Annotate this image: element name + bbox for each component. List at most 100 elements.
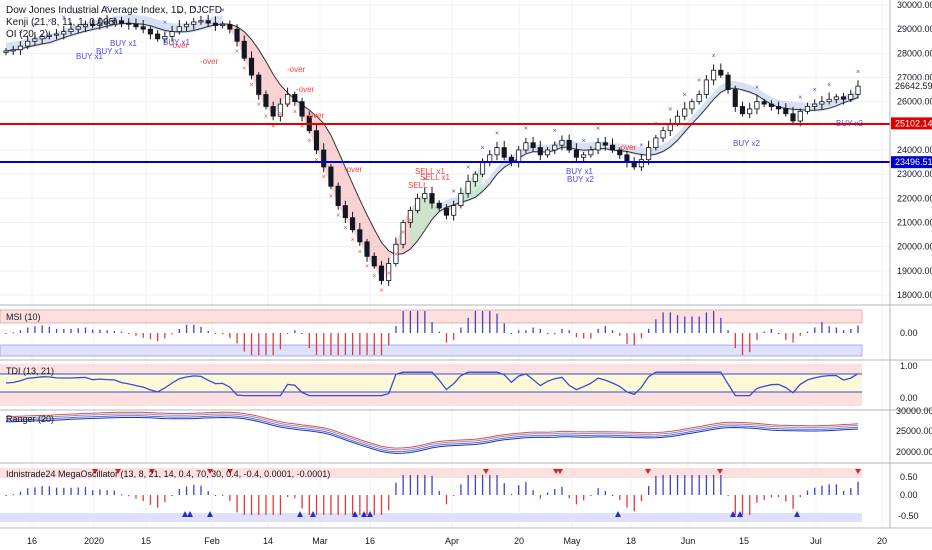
msi-bar-83 [604, 326, 606, 333]
candle-body-116 [840, 96, 847, 100]
msi-bar-36 [265, 333, 267, 355]
mega-bar-76 [554, 488, 556, 495]
mega-bar-89 [648, 486, 650, 495]
candle-body-16 [118, 20, 125, 24]
candle-body-13 [97, 22, 103, 26]
time-tick-10: 18 [626, 536, 636, 546]
mega-bar-68 [496, 475, 498, 495]
candle-body-4 [32, 38, 38, 42]
msi-bar-3 [27, 327, 29, 333]
candle-body-48 [350, 217, 356, 231]
msi-bar-115 [835, 327, 838, 333]
msi-bar-102 [741, 333, 744, 355]
time-tick-11: Jun [681, 536, 696, 546]
msi-bar-53 [388, 333, 390, 346]
time-tick-14: 20 [877, 536, 887, 546]
sell-x-39: × [286, 102, 290, 109]
mega-bar-64 [467, 475, 469, 495]
candle-body-25 [183, 23, 190, 28]
msi-bar-4 [34, 326, 36, 333]
mega-bar-28 [207, 491, 209, 495]
msi-bar-13 [99, 329, 101, 333]
candle-body-35 [256, 74, 262, 95]
msi-bar-100 [727, 330, 729, 333]
tdi-pane[interactable]: TDI (13, 21) [0, 364, 862, 406]
buy-x-82: × [596, 126, 600, 133]
time-axis[interactable]: 16 2020 15 Feb 14 Mar 16 Apr 20 May 18 Jun 15 Jul 20 [27, 536, 887, 546]
msi-bar-62 [453, 333, 455, 340]
mega-bar-79 [575, 495, 578, 505]
candle-body-73 [530, 142, 536, 148]
msi-bar-110 [799, 333, 801, 336]
candle-body-46 [335, 185, 341, 206]
candle-body-65 [472, 173, 478, 182]
mega-bar-53 [388, 495, 390, 511]
mega-buy-triangle-1 [187, 511, 193, 517]
candle-body-64 [465, 181, 471, 194]
buy-x-10: × [76, 10, 80, 17]
signal-markers: × × × × × × × × × × × × × × × × × × × × × × × × × × × × × × × × × × × × × × × ×… [18, 5, 863, 295]
price-axis[interactable]: 30000.00 29000.00 28000.00 27000.0026642.59… [891, 0, 932, 300]
main-price-pane[interactable]: × × × × × × × × × × × × × × × × × × × × × × × × × × × × × × × × × × × × × × × ×… [0, 0, 890, 528]
sell-label-2: SELL [408, 181, 428, 190]
mega-oscillator-pane[interactable]: Idnistrade24 MegaOscillator (13, 8, 21, … [0, 468, 862, 522]
price-tick-0: 30000.00 [897, 0, 932, 10]
mega-buy-triangle-2 [207, 511, 213, 517]
buy-x-6: × [47, 18, 51, 25]
mega-bar-66 [481, 475, 484, 495]
msi-bar-107 [777, 333, 780, 334]
mega-bar-32 [236, 495, 238, 513]
sell-x-49: × [358, 249, 362, 256]
buy-x-112: × [813, 87, 817, 94]
msi-bar-32 [236, 333, 238, 344]
mega-bar-55 [402, 475, 404, 495]
time-tick-12: 15 [739, 536, 749, 546]
mega-bar-19 [142, 495, 144, 501]
candle-body-79 [573, 149, 579, 158]
time-tick-2: 15 [141, 536, 151, 546]
mega-bar-23 [171, 495, 173, 496]
candle-body-71 [516, 149, 522, 163]
ranger-pane[interactable]: Ranger (20) [5, 411, 859, 454]
candle-body-33 [241, 40, 247, 59]
msi-bar-46 [337, 333, 339, 355]
msi-bar-90 [655, 319, 657, 333]
candle-body-112 [812, 103, 818, 107]
mega-sell-triangle-10 [855, 469, 861, 474]
mega-bar-40 [294, 495, 296, 499]
indicator-oi-label: OI (20, 2) [6, 29, 48, 40]
candle-body-52 [378, 265, 385, 281]
price-tick-5: 26000.00 [897, 97, 932, 107]
mega-bar-103 [749, 495, 751, 515]
candle-body-7 [53, 33, 60, 36]
candle-body-59 [429, 193, 435, 204]
msi-bar-27 [200, 326, 202, 333]
msi-pane[interactable]: MSI (10) [0, 309, 863, 357]
mega-bar-49 [359, 495, 361, 515]
mega-bar-47 [344, 495, 347, 515]
mega-bar-14 [106, 490, 108, 495]
candle-body-85 [617, 149, 623, 156]
over-label-1: -over [170, 41, 189, 50]
price-tick-14: 18000.00 [897, 290, 932, 300]
mega-bar-31 [229, 495, 231, 501]
candle-body-0 [3, 50, 9, 53]
tdi-title: TDI (13, 21) [6, 366, 54, 376]
candle-body-34 [248, 57, 255, 76]
candle-body-37 [270, 106, 276, 117]
candle-body-26 [191, 21, 197, 25]
mega-bar-15 [113, 490, 116, 495]
mega-bar-94 [684, 475, 686, 495]
candle-body-103 [747, 108, 753, 115]
candle-body-91 [660, 130, 666, 139]
mega-bar-18 [135, 495, 137, 499]
buy-x-96: × [697, 77, 701, 84]
time-tick-4: 14 [263, 536, 273, 546]
msi-bar-86 [626, 333, 628, 344]
msi-bar-31 [229, 333, 231, 338]
candle-body-111 [804, 106, 811, 112]
msi-bar-40 [294, 330, 296, 333]
msi-bar-21 [157, 333, 159, 342]
mega-bar-51 [373, 495, 375, 515]
